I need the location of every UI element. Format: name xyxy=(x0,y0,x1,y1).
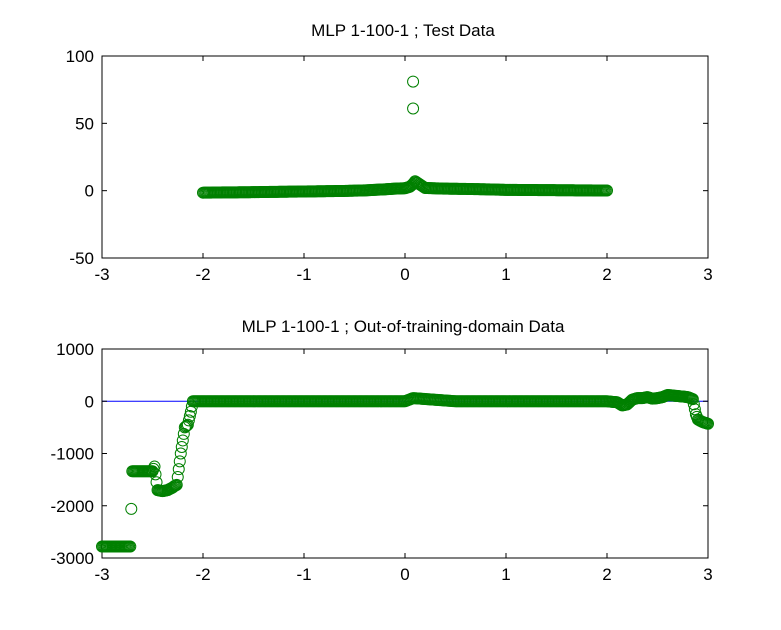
x-tick-label: 0 xyxy=(400,265,409,284)
x-tick-label: 2 xyxy=(602,265,611,284)
axis-ticks: -3 -2 -1 0 1 2 3 -3000 -2000 -1000 0 1000 xyxy=(51,340,713,584)
chart-title: MLP 1-100-1 ; Out-of-training-domain Dat… xyxy=(242,317,565,336)
data-point xyxy=(601,184,613,197)
data-point xyxy=(181,418,194,431)
data-point xyxy=(178,421,191,434)
x-tick-label: -3 xyxy=(94,565,109,584)
data-point xyxy=(183,410,196,423)
data-point xyxy=(149,468,162,481)
data-marks xyxy=(96,388,714,553)
x-tick-label: -2 xyxy=(195,265,210,284)
x-tick-label: -3 xyxy=(94,265,109,284)
data-point xyxy=(702,417,714,430)
y-tick-label: -2000 xyxy=(51,497,94,516)
data-point xyxy=(174,447,187,460)
x-tick-label: -2 xyxy=(195,565,210,584)
y-tick-label: 0 xyxy=(85,392,94,411)
data-point xyxy=(148,460,161,473)
x-tick-label: 2 xyxy=(602,565,611,584)
axis-ticks: -3 -2 -1 0 1 2 3 -50 0 50 100 xyxy=(66,47,713,284)
x-tick-label: 1 xyxy=(501,265,510,284)
data-point xyxy=(172,463,185,476)
x-tick-label: 1 xyxy=(501,565,510,584)
data-point xyxy=(173,455,186,468)
y-tick-label: 100 xyxy=(66,47,94,66)
data-point xyxy=(171,471,184,484)
data-point xyxy=(125,502,138,515)
y-tick-label: -3000 xyxy=(51,549,94,568)
data-point xyxy=(175,440,188,453)
x-tick-label: 3 xyxy=(703,265,712,284)
data-point xyxy=(182,414,195,427)
chart-title: MLP 1-100-1 ; Test Data xyxy=(311,21,495,40)
data-marks xyxy=(197,75,613,199)
y-tick-label: 0 xyxy=(85,182,94,201)
data-point xyxy=(124,540,137,553)
x-tick-label: -1 xyxy=(296,265,311,284)
x-tick-label: -1 xyxy=(296,565,311,584)
y-tick-label: -50 xyxy=(69,249,94,268)
data-point xyxy=(166,481,179,494)
subplot-out-of-domain-data: MLP 1-100-1 ; Out-of-training-domain Dat… xyxy=(51,317,714,584)
y-tick-label: -1000 xyxy=(51,445,94,464)
x-tick-label: 0 xyxy=(400,565,409,584)
y-tick-label: 50 xyxy=(75,114,94,133)
data-point xyxy=(176,434,189,447)
x-tick-label: 3 xyxy=(703,565,712,584)
subplot-test-data: MLP 1-100-1 ; Test Data -3 -2 -1 0 1 2 3 -50 0 50… xyxy=(66,21,713,284)
y-tick-label: 1000 xyxy=(56,340,94,359)
data-point-outlier xyxy=(407,75,420,88)
data-point xyxy=(179,420,192,433)
data-point-outlier xyxy=(407,102,420,115)
data-point xyxy=(170,478,183,491)
